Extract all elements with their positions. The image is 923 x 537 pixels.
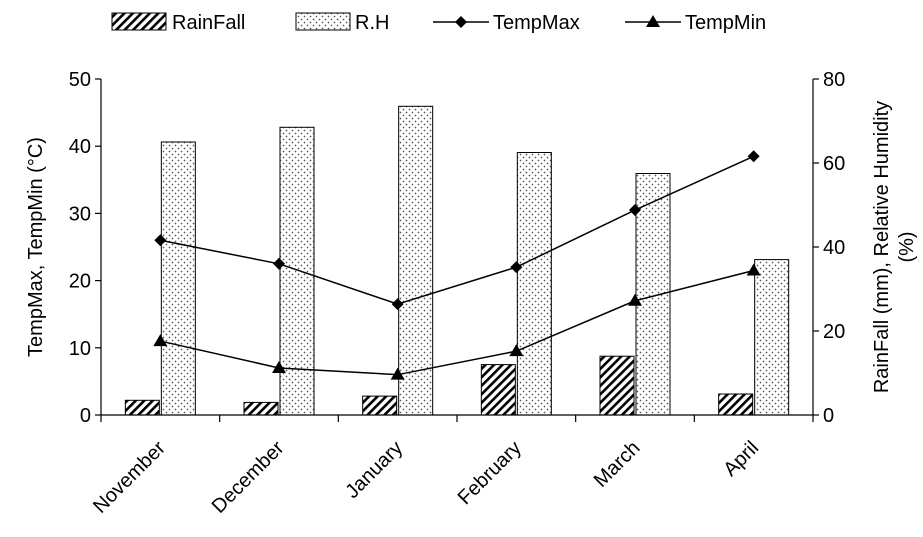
- bar-rh: [398, 105, 434, 416]
- left-tick-label: 20: [69, 271, 91, 293]
- legend-item-rainfall: RainFall: [111, 12, 245, 34]
- bar-rh: [754, 259, 790, 416]
- legend: RainFall R.H TempMax TempMin: [111, 12, 766, 34]
- legend-label-rainfall: RainFall: [172, 12, 245, 34]
- legend-item-tempmax: TempMax: [433, 12, 580, 34]
- legend-marker-diamond: [455, 16, 467, 28]
- point-tempmax: [154, 234, 167, 247]
- right-tick-label: 80: [823, 69, 845, 91]
- legend-label-rh: R.H: [355, 12, 389, 34]
- x-tick-label: March: [590, 437, 645, 492]
- point-tempmax: [510, 261, 523, 274]
- point-tempmin: [153, 334, 168, 347]
- right-tick-label: 60: [823, 153, 845, 175]
- left-tick-label: 50: [69, 69, 91, 91]
- bars-layer: [124, 105, 790, 416]
- x-tick-label: February: [454, 437, 526, 509]
- left-tick-label: 10: [69, 338, 91, 360]
- x-tick-label: November: [89, 437, 170, 518]
- x-tick-label: December: [208, 437, 289, 518]
- legend-marker-triangle: [646, 15, 660, 27]
- point-tempmin: [390, 367, 405, 380]
- legend-item-tempmin: TempMin: [625, 12, 766, 34]
- bar-rainfall: [362, 395, 398, 416]
- point-tempmin: [272, 360, 286, 373]
- bar-rainfall: [718, 393, 754, 416]
- lines-layer: [153, 150, 761, 380]
- point-tempmax: [629, 204, 641, 217]
- point-tempmin: [509, 344, 524, 357]
- right-tick-label: 40: [823, 237, 845, 259]
- right-tick-label: 0: [823, 405, 834, 427]
- point-tempmax: [273, 257, 285, 270]
- left-tick-label: 30: [69, 203, 91, 225]
- bar-rh: [160, 141, 196, 416]
- right-axis-title-line2: (%): [896, 231, 918, 262]
- bar-rh: [516, 152, 552, 416]
- bar-rainfall: [124, 399, 160, 416]
- line-tempmax: [160, 155, 754, 305]
- legend-swatch-rh: [295, 12, 351, 31]
- point-tempmin: [628, 293, 642, 306]
- point-tempmax: [747, 150, 760, 163]
- bar-rh: [635, 173, 671, 416]
- bar-rainfall: [243, 401, 279, 416]
- right-axis-title-line1: RainFall (mm), Relative Humidity: [871, 101, 893, 393]
- bar-rainfall: [480, 364, 516, 416]
- left-tick-label: 0: [80, 405, 91, 427]
- bar-rh: [279, 126, 315, 416]
- point-tempmax: [391, 298, 404, 311]
- legend-swatch-rainfall: [111, 12, 167, 31]
- legend-label-tempmin: TempMin: [685, 12, 766, 34]
- legend-label-tempmax: TempMax: [493, 12, 580, 34]
- x-tick-label: April: [719, 437, 763, 481]
- bar-rainfall: [599, 355, 635, 416]
- point-tempmin: [746, 263, 761, 276]
- left-tick-label: 40: [69, 136, 91, 158]
- left-axis-title: TempMax, TempMin (°C): [25, 137, 47, 357]
- legend-item-rh: R.H: [295, 12, 389, 34]
- line-tempmin: [160, 269, 754, 376]
- x-tick-label: January: [341, 437, 407, 503]
- right-tick-label: 20: [823, 321, 845, 343]
